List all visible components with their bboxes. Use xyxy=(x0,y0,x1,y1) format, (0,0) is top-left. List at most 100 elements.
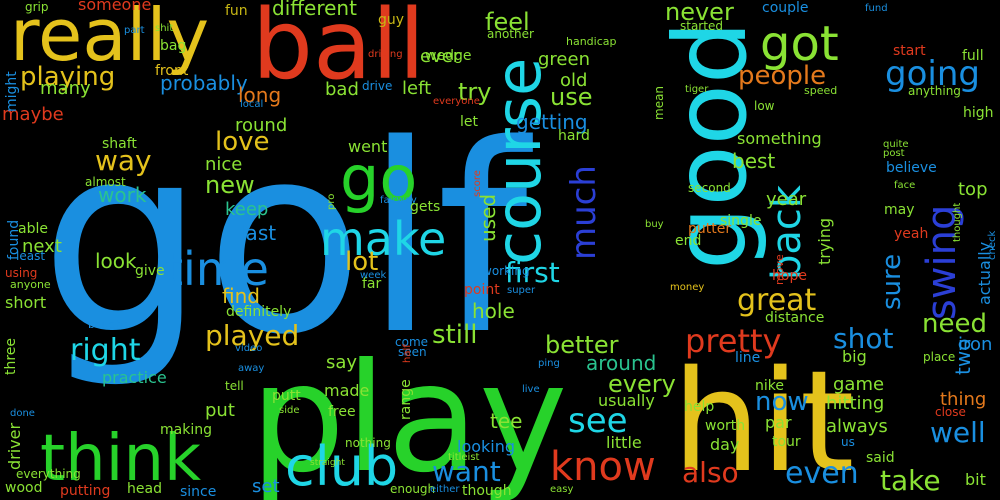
cloud-word: shot xyxy=(833,322,893,355)
cloud-word: let xyxy=(460,114,479,130)
cloud-word: hope xyxy=(772,268,807,284)
cloud-word: driver xyxy=(5,423,24,470)
cloud-word: hit xyxy=(672,341,855,500)
cloud-word: always xyxy=(826,416,888,437)
cloud-word: see xyxy=(568,401,628,441)
cloud-word: shaft xyxy=(102,136,137,152)
cloud-word: maybe xyxy=(2,104,64,125)
cloud-word: made xyxy=(324,381,369,400)
cloud-word: old xyxy=(560,70,587,91)
cloud-word: feel xyxy=(485,8,530,36)
cloud-word: post xyxy=(883,148,905,159)
cloud-word: bag xyxy=(160,38,186,54)
cloud-word: gets xyxy=(410,199,440,215)
cloud-word: half xyxy=(402,344,413,363)
cloud-word: buy xyxy=(645,219,664,230)
cloud-word: well xyxy=(930,416,986,449)
cloud-word: bit xyxy=(965,470,986,489)
cloud-word: couple xyxy=(762,0,809,16)
cloud-word: different xyxy=(272,0,357,20)
cloud-word: part xyxy=(124,25,145,36)
cloud-word: next xyxy=(22,236,62,257)
cloud-word: might xyxy=(4,71,20,112)
cloud-word: look xyxy=(95,249,137,273)
cloud-word: local xyxy=(240,99,263,110)
cloud-word: looking xyxy=(457,437,515,456)
cloud-word: someone xyxy=(78,0,151,14)
cloud-word: nice xyxy=(205,154,242,175)
cloud-word: straight xyxy=(310,458,345,468)
cloud-word: around xyxy=(586,351,656,375)
cloud-word: best xyxy=(732,149,775,173)
cloud-word: green xyxy=(538,49,590,70)
cloud-word: time xyxy=(165,242,269,296)
cloud-word: may xyxy=(884,202,915,218)
cloud-word: tell xyxy=(225,379,244,393)
cloud-word: driving xyxy=(368,49,403,60)
cloud-word: say xyxy=(326,352,357,373)
cloud-word: wedge xyxy=(425,48,471,64)
cloud-word: place xyxy=(923,350,955,364)
cloud-word: mean xyxy=(652,86,666,120)
cloud-word: side xyxy=(279,405,300,416)
cloud-word: distance xyxy=(765,310,824,326)
cloud-word: found xyxy=(6,220,22,260)
cloud-word: left xyxy=(402,78,431,99)
cloud-word: use xyxy=(550,83,592,111)
cloud-word: day xyxy=(710,435,739,454)
cloud-word: though xyxy=(462,483,512,499)
cloud-word: playing xyxy=(20,62,115,92)
cloud-word: think xyxy=(40,422,201,496)
cloud-word: hole xyxy=(472,299,515,323)
cloud-word: practice xyxy=(102,368,167,387)
cloud-word: video xyxy=(235,343,262,354)
cloud-word: single xyxy=(720,213,761,229)
cloud-word: par xyxy=(765,413,792,432)
cloud-word: point xyxy=(464,282,500,298)
cloud-word: getting xyxy=(516,110,588,134)
cloud-word: back xyxy=(764,184,810,280)
cloud-word: able xyxy=(18,221,48,237)
cloud-word: even xyxy=(785,456,859,491)
cloud-word: probably xyxy=(160,71,248,95)
cloud-word: went xyxy=(348,137,387,156)
cloud-word: many xyxy=(40,78,91,99)
cloud-word: good xyxy=(652,21,769,270)
cloud-word: way xyxy=(95,144,152,177)
cloud-word: set xyxy=(252,476,280,497)
cloud-word: enough xyxy=(390,482,435,496)
cloud-word: find xyxy=(222,284,260,308)
cloud-word: easy xyxy=(550,484,573,495)
cloud-word: still xyxy=(432,320,477,350)
cloud-word: money xyxy=(670,282,704,293)
cloud-word: club xyxy=(285,435,398,498)
cloud-word: game xyxy=(833,374,884,395)
cloud-word: grip xyxy=(25,0,49,14)
cloud-word: work xyxy=(98,183,147,207)
cloud-word: new xyxy=(205,171,255,199)
cloud-word: tee xyxy=(490,409,522,433)
cloud-word: working xyxy=(482,264,530,278)
cloud-word: super xyxy=(507,285,536,296)
cloud-word: tiger xyxy=(685,84,709,95)
cloud-word: need xyxy=(922,309,987,339)
cloud-word: start xyxy=(893,43,926,59)
cloud-word: either xyxy=(430,484,460,495)
cloud-word: play xyxy=(250,332,568,500)
cloud-word: wood xyxy=(5,480,42,496)
cloud-word: everything xyxy=(16,467,81,481)
cloud-word: yeah xyxy=(894,226,928,242)
cloud-word: week xyxy=(360,270,386,281)
cloud-word: believe xyxy=(886,160,937,176)
cloud-word: close xyxy=(935,405,966,419)
cloud-word: right xyxy=(70,333,141,368)
cloud-word: least xyxy=(16,249,45,263)
cloud-word: nothing xyxy=(345,436,391,450)
cloud-word: head xyxy=(127,481,162,497)
cloud-word: putt xyxy=(272,388,301,404)
cloud-word: iron xyxy=(958,334,992,355)
cloud-word: drive xyxy=(362,79,392,93)
cloud-word: anyone xyxy=(10,278,51,291)
cloud-word: better xyxy=(545,331,619,359)
